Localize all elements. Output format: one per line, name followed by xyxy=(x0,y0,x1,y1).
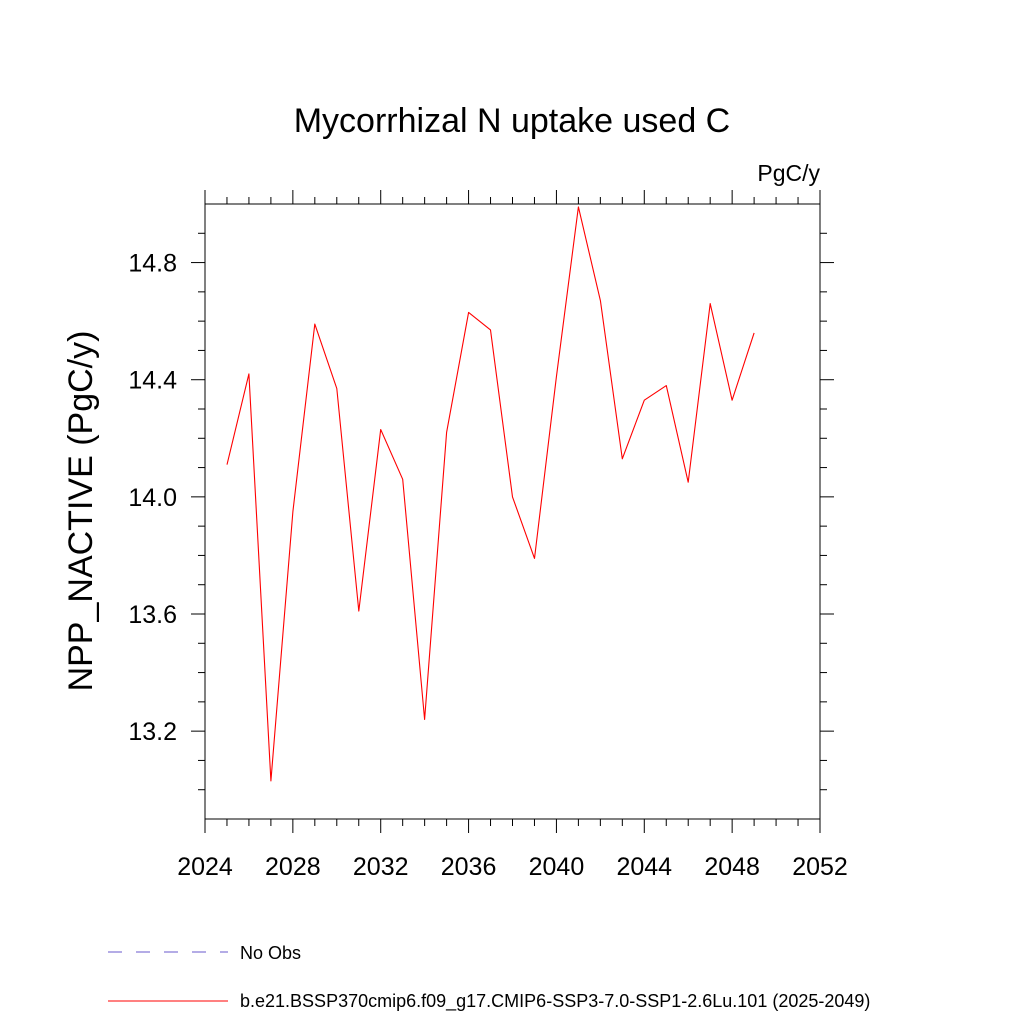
y-axis-label: NPP_NACTIVE (PgC/y) xyxy=(62,331,100,692)
series-layer xyxy=(226,206,755,782)
x-tick-label: 2044 xyxy=(616,853,672,881)
series-line xyxy=(226,206,755,782)
x-axis-ticks: 2024 2028 2032 2036 2040 2044 2048 2052 xyxy=(177,190,848,881)
units-label: PgC/y xyxy=(757,160,820,186)
minor-ticks xyxy=(198,197,827,826)
x-tick-label: 2048 xyxy=(704,853,760,881)
x-tick-label: 2032 xyxy=(353,853,409,881)
chart-title: Mycorrhizal N uptake used C xyxy=(294,102,731,140)
legend-label-model: b.e21.BSSP370cmip6.f09_g17.CMIP6-SSP3-7.… xyxy=(240,991,870,1012)
x-tick-label: 2028 xyxy=(265,853,321,881)
legend-label-no-obs: No Obs xyxy=(240,943,301,963)
x-tick-label: 2036 xyxy=(441,853,497,881)
y-axis-ticks: 13.2 13.6 14.0 14.4 14.8 xyxy=(128,250,834,746)
y-tick-label: 14.8 xyxy=(128,250,177,278)
y-tick-label: 13.6 xyxy=(128,601,177,629)
x-tick-label: 2040 xyxy=(529,853,585,881)
legend: No Obs b.e21.BSSP370cmip6.f09_g17.CMIP6-… xyxy=(108,943,870,1012)
y-tick-label: 14.0 xyxy=(128,484,177,512)
plot-frame xyxy=(204,203,821,820)
y-tick-label: 13.2 xyxy=(128,718,177,746)
y-tick-label: 14.4 xyxy=(128,367,177,395)
x-tick-label: 2024 xyxy=(177,853,233,881)
x-tick-label: 2052 xyxy=(792,853,848,881)
